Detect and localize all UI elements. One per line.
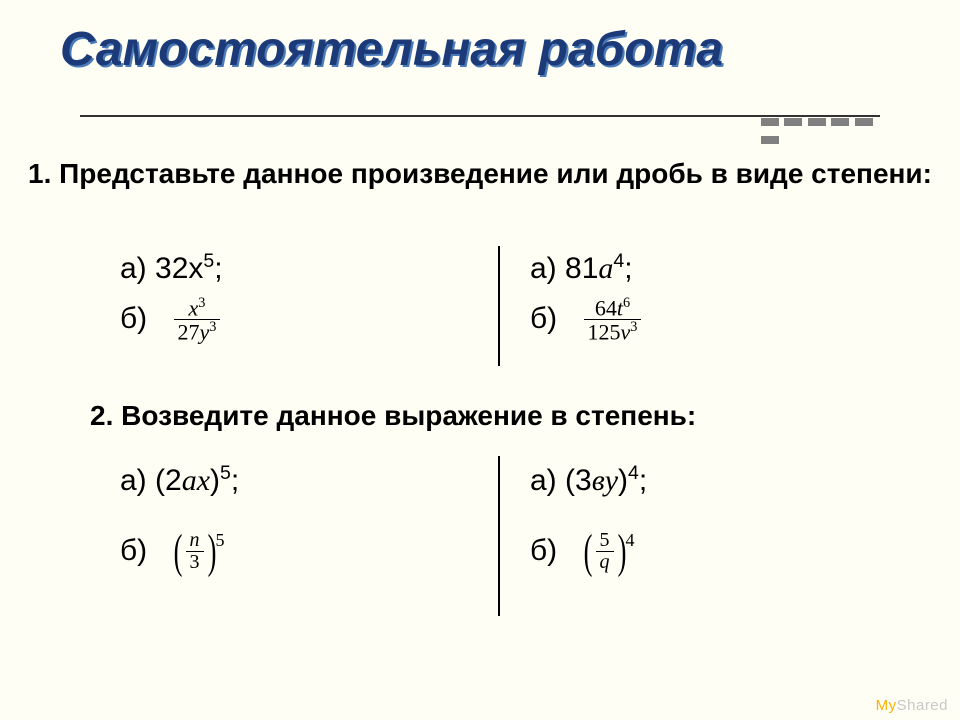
pf-bot: q <box>596 552 614 573</box>
label-a: а) <box>120 464 155 497</box>
pf-top: 5 <box>596 530 614 552</box>
pf-top: n <box>186 530 204 552</box>
task2-right-b: б) ( 5 q ) 4 <box>530 528 910 576</box>
task1-divider <box>498 246 500 366</box>
expr-exp: 5 <box>203 250 214 272</box>
frac-top-exp: 3 <box>198 295 205 311</box>
expr-coef: 32х <box>155 252 203 285</box>
slide: Самостоятельная работа 1. Представьте да… <box>0 0 960 720</box>
frac-top-coef: 64 <box>595 295 617 320</box>
expr-close: ) <box>618 464 628 497</box>
expr-open: (2 <box>155 464 182 497</box>
paren-fraction: ( 5 q ) 4 <box>580 528 635 576</box>
expr-exp: 4 <box>613 250 624 272</box>
expr-exp: 5 <box>220 462 231 484</box>
label-b: б) <box>530 533 557 566</box>
task2-left-a: а) (2ax)5; <box>120 460 500 502</box>
slide-title: Самостоятельная работа <box>60 22 723 77</box>
expr-open: (3 <box>565 464 592 497</box>
left-paren-icon: ( <box>173 528 182 576</box>
frac-top-base: x <box>189 295 199 320</box>
frac-bot-coef: 27 <box>178 319 200 344</box>
watermark: MyShared <box>876 697 948 714</box>
task2-left-column: а) (2ax)5; б) ( n 3 ) 5 <box>120 460 500 576</box>
frac-top-exp: 6 <box>623 295 630 311</box>
left-paren-icon: ( <box>583 528 592 576</box>
frac-bot-coef: 125 <box>588 319 621 344</box>
label-a: а) <box>530 252 565 285</box>
label-a: а) <box>120 252 155 285</box>
task1-right-b: б) 64t6 125v3 <box>530 296 910 344</box>
label-b: б) <box>120 533 147 566</box>
task1-left-column: а) 32х5; б) x3 27y3 <box>120 248 500 343</box>
expr-suffix: ; <box>639 464 647 497</box>
pf-bot: 3 <box>186 552 204 573</box>
task1-left-b: б) x3 27y3 <box>120 296 500 344</box>
task2-heading: 2. Возведите данное выражение в степень: <box>90 400 890 432</box>
label-b: б) <box>120 301 147 334</box>
fraction: 64t6 125v3 <box>584 296 642 344</box>
title-rule <box>80 115 880 117</box>
expr-var: a <box>598 252 613 285</box>
label-a: а) <box>530 464 565 497</box>
paren-fraction: ( n 3 ) 5 <box>170 528 225 576</box>
pf-exp: 4 <box>626 528 635 552</box>
task1-heading-text: Представьте данное произведение или дроб… <box>51 158 932 189</box>
task2-left-b: б) ( n 3 ) 5 <box>120 528 500 576</box>
fraction: x3 27y3 <box>174 296 221 344</box>
frac-bot-exp: 3 <box>209 319 216 335</box>
frac-bot-base: v <box>621 319 631 344</box>
task2-number: 2. <box>90 400 113 431</box>
task1-left-a: а) 32х5; <box>120 248 500 290</box>
expr-coef: 81 <box>565 252 598 285</box>
task2-right-a: а) (3ву)4; <box>530 460 910 502</box>
watermark-shared: Shared <box>897 697 948 714</box>
watermark-my: My <box>876 697 897 714</box>
expr-suffix: ; <box>624 252 632 285</box>
task1-number: 1. <box>28 158 51 189</box>
expr-vars: ax <box>182 464 210 497</box>
task2-divider <box>498 456 500 616</box>
expr-close: ) <box>210 464 220 497</box>
task1-heading: 1. Представьте данное произведение или д… <box>0 158 960 190</box>
expr-suffix: ; <box>231 464 239 497</box>
frac-bot-base: y <box>200 319 210 344</box>
label-b: б) <box>530 301 557 334</box>
rule-accent <box>760 113 880 121</box>
task1-right-column: а) 81a4; б) 64t6 125v3 <box>530 248 910 343</box>
pf-exp: 5 <box>216 528 225 552</box>
right-paren-icon: ) <box>207 528 216 576</box>
expr-suffix: ; <box>214 252 222 285</box>
frac-bot-exp: 3 <box>630 319 637 335</box>
expr-vars: ву <box>592 464 618 497</box>
task1-right-a: а) 81a4; <box>530 248 910 290</box>
expr-exp: 4 <box>628 462 639 484</box>
task2-heading-text: Возведите данное выражение в степень: <box>113 400 696 431</box>
task2-right-column: а) (3ву)4; б) ( 5 q ) 4 <box>530 460 910 576</box>
right-paren-icon: ) <box>617 528 626 576</box>
